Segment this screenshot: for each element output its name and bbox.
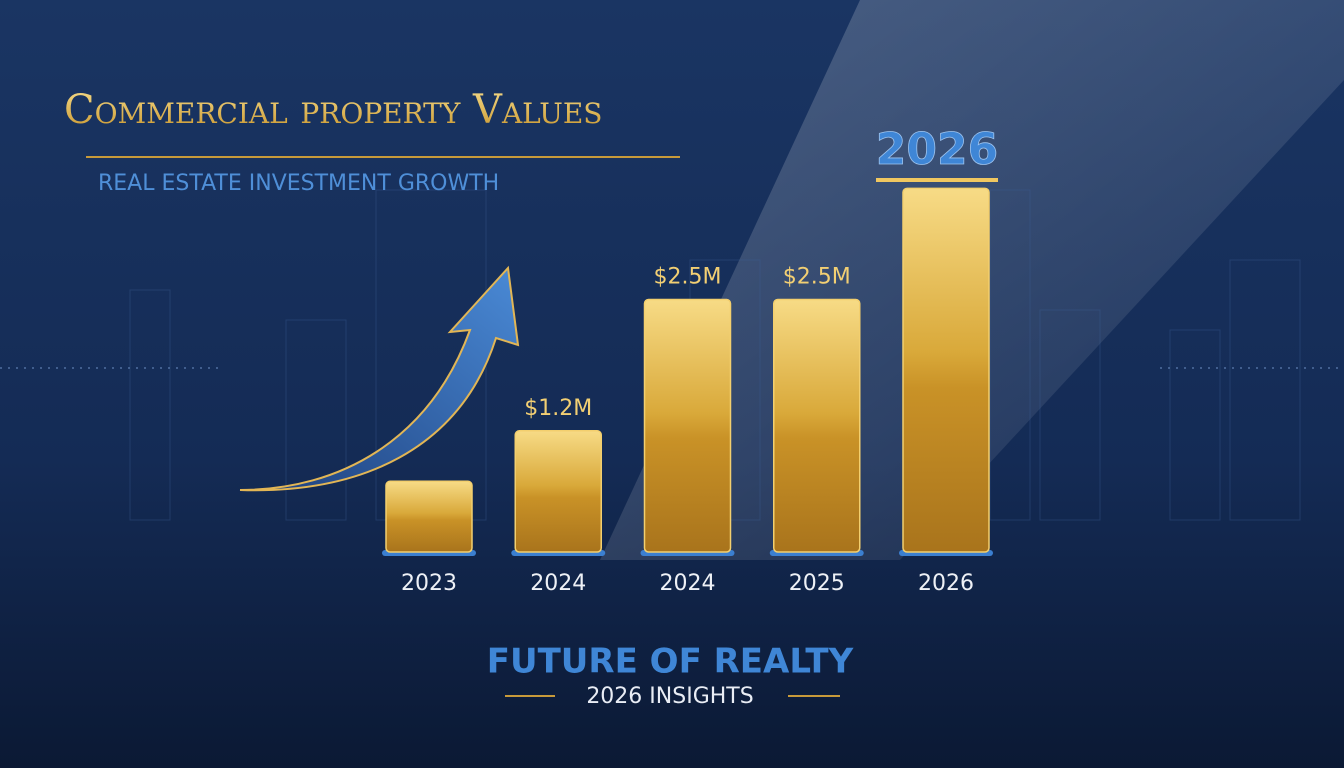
- bar: [902, 187, 990, 553]
- value-label: $1.2M: [524, 396, 592, 421]
- bar: [385, 480, 473, 553]
- bar: [773, 298, 861, 553]
- value-label: $2.5M: [783, 265, 851, 290]
- subtitle: REAL ESTATE INVESTMENT GROWTH: [98, 171, 499, 196]
- x-tick-label: 2025: [789, 571, 845, 596]
- title: Commercial property Values: [64, 87, 602, 133]
- x-tick-label: 2024: [530, 571, 586, 596]
- x-tick-label: 2023: [401, 571, 457, 596]
- bar: [514, 430, 602, 553]
- footer-title: FUTURE OF REALTY: [487, 642, 854, 682]
- x-tick-label: 2026: [918, 571, 974, 596]
- footer-subtitle: 2026 INSIGHTS: [586, 684, 753, 709]
- growth-arrow: [239, 265, 520, 492]
- x-tick-label: 2024: [660, 571, 716, 596]
- highlight-year: 2026: [876, 124, 998, 175]
- bar: [643, 298, 732, 553]
- value-label: $2.5M: [654, 265, 722, 290]
